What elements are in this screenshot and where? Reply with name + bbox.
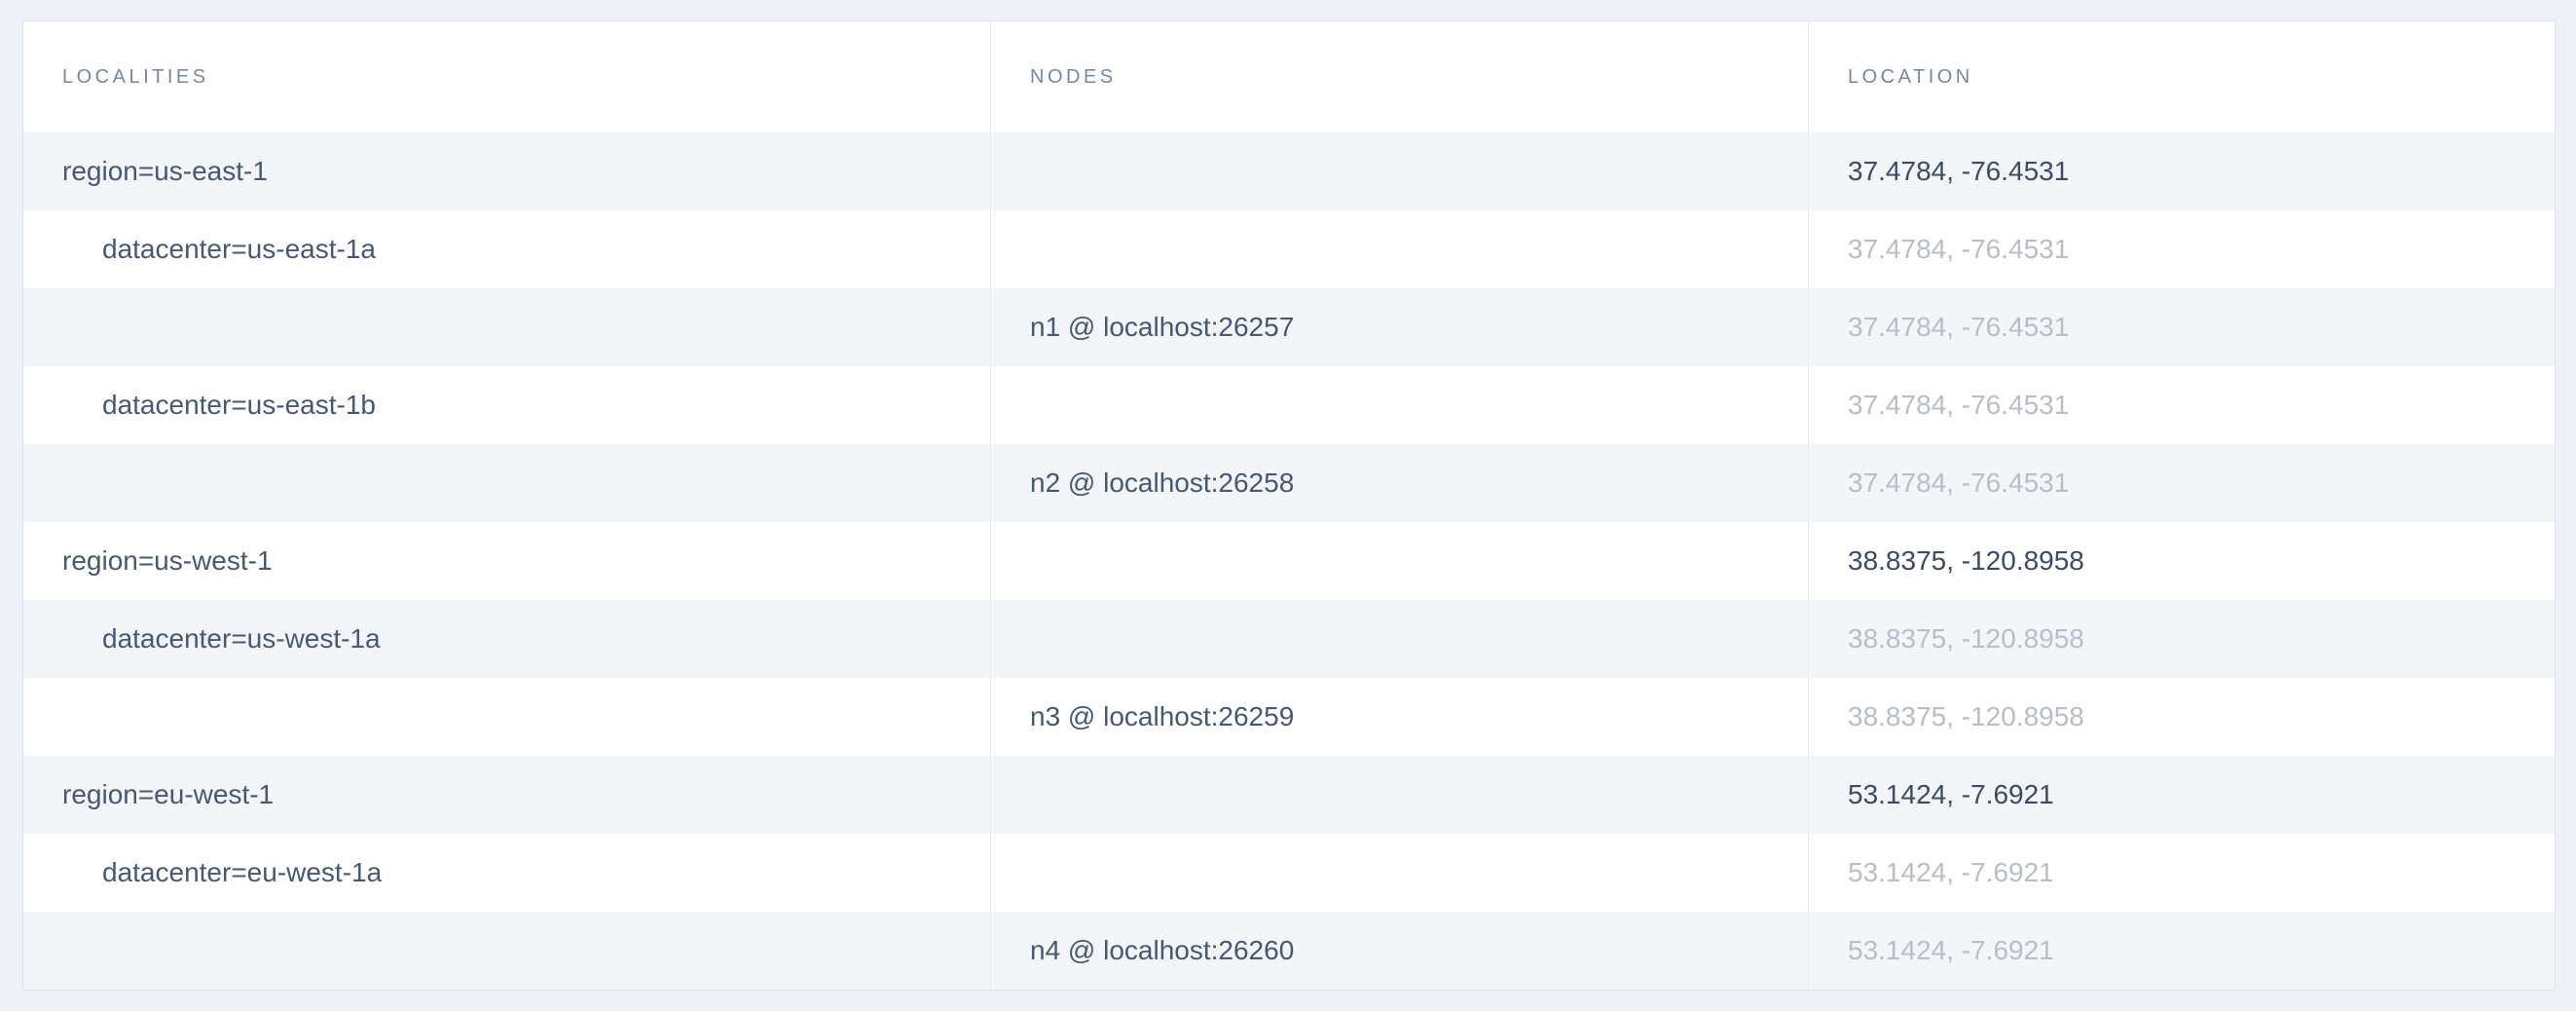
table-row: n4 @ localhost:26260 53.1424, -7.6921 bbox=[23, 912, 2555, 990]
table-row: datacenter=eu-west-1a 53.1424, -7.6921 bbox=[23, 834, 2555, 912]
table-body: region=us-east-1 37.4784, -76.4531 datac… bbox=[23, 132, 2555, 990]
table-row: region=eu-west-1 53.1424, -7.6921 bbox=[23, 756, 2555, 834]
location-cell: 37.4784, -76.4531 bbox=[1808, 444, 2555, 522]
node-label: n2 @ localhost:26258 bbox=[1030, 468, 1295, 498]
location-cell: 38.8375, -120.8958 bbox=[1808, 522, 2555, 600]
location-cell: 38.8375, -120.8958 bbox=[1808, 600, 2555, 678]
location-value: 37.4784, -76.4531 bbox=[1848, 468, 2070, 498]
location-value: 53.1424, -7.6921 bbox=[1848, 779, 2054, 809]
location-cell: 38.8375, -120.8958 bbox=[1808, 678, 2555, 756]
location-value: 37.4784, -76.4531 bbox=[1848, 234, 2070, 264]
locality-label: region=us-west-1 bbox=[62, 545, 273, 576]
table-row: datacenter=us-east-1a 37.4784, -76.4531 bbox=[23, 210, 2555, 288]
node-cell bbox=[990, 522, 1808, 600]
locality-cell bbox=[23, 678, 990, 756]
locality-cell: datacenter=us-west-1a bbox=[23, 600, 990, 678]
locality-cell bbox=[23, 444, 990, 522]
locality-cell bbox=[23, 912, 990, 990]
node-cell: n1 @ localhost:26257 bbox=[990, 288, 1808, 366]
location-value: 37.4784, -76.4531 bbox=[1848, 312, 2070, 342]
node-cell bbox=[990, 756, 1808, 834]
node-cell: n3 @ localhost:26259 bbox=[990, 678, 1808, 756]
node-cell: n2 @ localhost:26258 bbox=[990, 444, 1808, 522]
node-label: n3 @ localhost:26259 bbox=[1030, 701, 1295, 731]
location-cell: 37.4784, -76.4531 bbox=[1808, 366, 2555, 444]
location-cell: 53.1424, -7.6921 bbox=[1808, 912, 2555, 990]
table-header-row: LOCALITIES NODES LOCATION bbox=[23, 21, 2555, 132]
location-cell: 37.4784, -76.4531 bbox=[1808, 210, 2555, 288]
table-row: datacenter=us-east-1b 37.4784, -76.4531 bbox=[23, 366, 2555, 444]
location-value: 37.4784, -76.4531 bbox=[1848, 156, 2070, 186]
column-header-nodes: NODES bbox=[990, 21, 1808, 132]
node-label: n1 @ localhost:26257 bbox=[1030, 312, 1295, 342]
locality-label: datacenter=us-east-1a bbox=[102, 234, 376, 264]
locality-label: datacenter=us-west-1a bbox=[102, 623, 381, 654]
node-cell bbox=[990, 132, 1808, 210]
location-value: 38.8375, -120.8958 bbox=[1848, 545, 2084, 576]
table-row: n2 @ localhost:26258 37.4784, -76.4531 bbox=[23, 444, 2555, 522]
column-header-location: LOCATION bbox=[1808, 21, 2555, 132]
location-value: 37.4784, -76.4531 bbox=[1848, 390, 2070, 420]
locality-cell bbox=[23, 288, 990, 366]
node-cell bbox=[990, 366, 1808, 444]
location-cell: 53.1424, -7.6921 bbox=[1808, 756, 2555, 834]
location-value: 38.8375, -120.8958 bbox=[1848, 701, 2084, 731]
localities-table: LOCALITIES NODES LOCATION region=us-east… bbox=[22, 20, 2556, 991]
table-row: region=us-west-1 38.8375, -120.8958 bbox=[23, 522, 2555, 600]
table-row: datacenter=us-west-1a 38.8375, -120.8958 bbox=[23, 600, 2555, 678]
locality-label: datacenter=us-east-1b bbox=[102, 390, 376, 420]
table-row: n1 @ localhost:26257 37.4784, -76.4531 bbox=[23, 288, 2555, 366]
table-row: region=us-east-1 37.4784, -76.4531 bbox=[23, 132, 2555, 210]
locality-label: datacenter=eu-west-1a bbox=[102, 857, 383, 887]
table-row: n3 @ localhost:26259 38.8375, -120.8958 bbox=[23, 678, 2555, 756]
locality-label: region=us-east-1 bbox=[62, 156, 268, 186]
locality-cell: region=us-west-1 bbox=[23, 522, 990, 600]
node-cell bbox=[990, 600, 1808, 678]
locality-cell: region=eu-west-1 bbox=[23, 756, 990, 834]
node-cell bbox=[990, 210, 1808, 288]
node-cell bbox=[990, 834, 1808, 912]
locality-cell: region=us-east-1 bbox=[23, 132, 990, 210]
node-label: n4 @ localhost:26260 bbox=[1030, 935, 1295, 965]
location-cell: 37.4784, -76.4531 bbox=[1808, 132, 2555, 210]
locality-label: region=eu-west-1 bbox=[62, 779, 275, 809]
locality-cell: datacenter=eu-west-1a bbox=[23, 834, 990, 912]
location-value: 38.8375, -120.8958 bbox=[1848, 623, 2084, 654]
node-cell: n4 @ localhost:26260 bbox=[990, 912, 1808, 990]
column-header-localities: LOCALITIES bbox=[62, 65, 209, 88]
locality-cell: datacenter=us-east-1b bbox=[23, 366, 990, 444]
location-value: 53.1424, -7.6921 bbox=[1848, 857, 2054, 887]
locality-cell: datacenter=us-east-1a bbox=[23, 210, 990, 288]
location-value: 53.1424, -7.6921 bbox=[1848, 935, 2054, 965]
location-cell: 37.4784, -76.4531 bbox=[1808, 288, 2555, 366]
location-cell: 53.1424, -7.6921 bbox=[1808, 834, 2555, 912]
